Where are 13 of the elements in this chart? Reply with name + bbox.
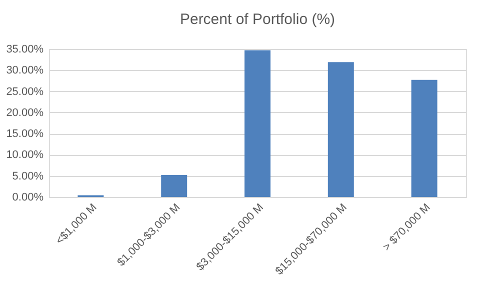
y-tick-label: 25.00% xyxy=(6,86,44,98)
y-tick-label: 15.00% xyxy=(6,128,44,140)
bar xyxy=(244,50,270,197)
y-tick-label: 5.00% xyxy=(12,170,44,182)
y-tick-label: 0.00% xyxy=(12,192,44,204)
chart-title: Percent of Portfolio (%) xyxy=(180,11,336,28)
bar xyxy=(328,62,354,197)
y-tick-label: 20.00% xyxy=(6,106,44,119)
y-tick-label: 10.00% xyxy=(6,149,44,162)
y-tick-label: 35.00% xyxy=(6,44,44,56)
bar xyxy=(161,175,188,197)
y-tick-label: 30.00% xyxy=(6,64,44,77)
bar xyxy=(411,80,438,197)
